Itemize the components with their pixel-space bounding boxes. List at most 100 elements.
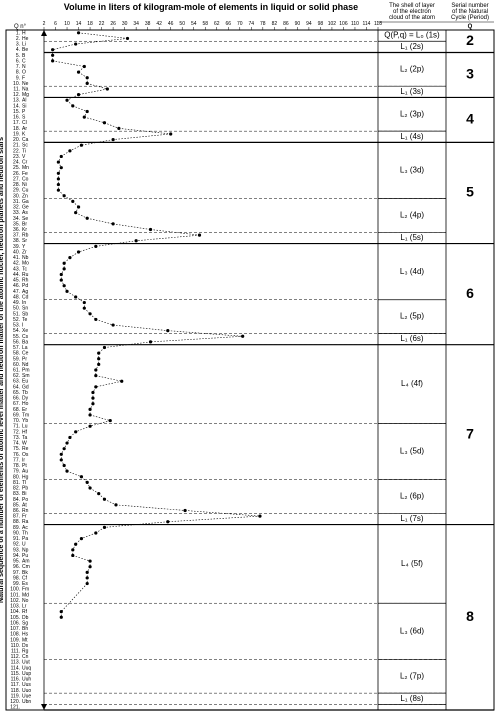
shell-label: L₁ (4s) [400,132,423,141]
data-point [60,610,63,613]
shell-header: cloud of the atom [389,15,435,21]
period-number: 6 [466,285,474,301]
x-tick: 110 [351,21,359,27]
data-point [88,565,91,568]
data-point [63,284,66,287]
shell-label: L₁ (6s) [400,334,423,343]
data-point [68,436,71,439]
data-point [94,385,97,388]
data-point [63,267,66,270]
x-tick: 10 [64,21,70,27]
data-point [166,329,169,332]
data-point [74,430,77,433]
shell-label: L₁ (5s) [400,233,423,242]
data-point [198,234,201,237]
data-point [51,59,54,62]
shell-label: L₃ (3d) [400,166,424,175]
x-tick: 18 [87,21,93,27]
period-number: 8 [466,608,474,624]
x-tick: 6 [54,21,57,27]
x-tick: 46 [168,21,174,27]
period-number: 3 [466,66,474,82]
data-point [112,222,115,225]
data-point [94,245,97,248]
data-point [71,104,74,107]
period-header: Cycle (Period) [451,15,489,21]
data-point [109,419,112,422]
shell-label: Q(P,q) = L₀ (1s) [384,31,440,40]
elem-num: 121. [10,705,20,711]
x-tick: 54 [191,21,197,27]
data-point [241,335,244,338]
data-point [103,121,106,124]
data-point [68,149,71,152]
x-tick: 70 [237,21,243,27]
data-point [83,65,86,68]
trend-line [53,33,260,617]
period-sub: Q [468,24,473,30]
x-tick: 98 [318,21,324,27]
data-point [60,155,63,158]
period-number: 7 [466,425,474,441]
data-point [60,458,63,461]
x-tick: 42 [156,21,162,27]
data-point [63,464,66,467]
x-tick: 66 [225,21,231,27]
x-tick: 62 [214,21,220,27]
x-tick: 38 [145,21,151,27]
data-point [60,166,63,169]
chart-svg: Volume in liters of kilogram-mole of ele… [0,0,500,725]
chart-title: Volume in liters of kilogram-mole of ele… [64,2,358,12]
data-point [65,290,68,293]
x-tick: 58 [202,21,208,27]
data-point [71,548,74,551]
data-point [80,475,83,478]
data-point [63,262,66,265]
data-point [126,37,129,40]
data-point [112,323,115,326]
data-point [74,42,77,45]
x-tick: 90 [295,21,301,27]
data-point [117,127,120,130]
data-point [103,346,106,349]
data-point [91,402,94,405]
data-point [88,413,91,416]
data-point [86,576,89,579]
shell-label: L₄ (4f) [401,379,423,388]
data-point [57,183,60,186]
data-point [88,312,91,315]
data-point [57,189,60,192]
data-point [51,48,54,51]
data-point [86,571,89,574]
data-point [135,239,138,242]
shell-label: L₄ (5f) [401,559,423,568]
shell-label: L₂ (3p) [400,109,424,118]
period-number: 5 [466,184,474,200]
x-tick: 106 [339,21,348,27]
data-point [63,447,66,450]
data-point [91,396,94,399]
x-tick: 78 [260,21,266,27]
x-tick: 2 [43,21,46,27]
data-point [60,616,63,619]
data-point [86,110,89,113]
data-point [57,177,60,180]
data-point [149,228,152,231]
x-tick: 102 [328,21,337,27]
shell-label: L₂ (4p) [400,211,424,220]
shell-label: L₃ (6d) [400,626,424,635]
x-tick: 30 [122,21,128,27]
data-point [106,87,109,90]
shell-label: L₃ (5d) [400,447,424,456]
data-point [94,531,97,534]
shell-label: L₃ (4d) [400,267,424,276]
data-point [71,200,74,203]
data-point [65,470,68,473]
shell-label: L₁ (8s) [400,694,423,703]
x-tick: 114 [362,21,370,27]
x-tick: 50 [179,21,185,27]
data-point [91,391,94,394]
data-point [112,138,115,141]
data-point [60,278,63,281]
data-point [63,194,66,197]
